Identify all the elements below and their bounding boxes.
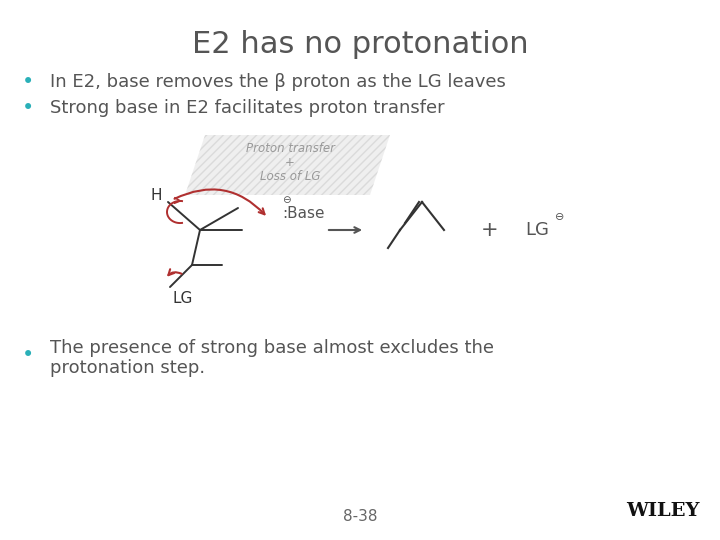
Text: Strong base in E2 facilitates proton transfer: Strong base in E2 facilitates proton tra… — [50, 99, 445, 117]
Text: •: • — [22, 72, 34, 92]
Text: In E2, base removes the β proton as the LG leaves: In E2, base removes the β proton as the … — [50, 73, 506, 91]
Text: •: • — [22, 98, 34, 118]
Polygon shape — [185, 135, 390, 195]
Text: LG: LG — [525, 221, 549, 239]
Text: •: • — [22, 345, 34, 365]
Text: WILEY: WILEY — [626, 502, 700, 520]
Text: LG: LG — [172, 291, 192, 306]
Text: The presence of strong base almost excludes the: The presence of strong base almost exclu… — [50, 339, 494, 357]
Text: Proton transfer: Proton transfer — [246, 141, 335, 154]
Text: +: + — [285, 156, 295, 168]
Text: H: H — [150, 187, 162, 202]
Text: +: + — [481, 220, 499, 240]
Text: :Base: :Base — [282, 206, 325, 221]
Text: ⊖: ⊖ — [282, 195, 290, 205]
Text: 8-38: 8-38 — [343, 509, 377, 524]
Text: ⊖: ⊖ — [555, 212, 564, 222]
Text: E2 has no protonation: E2 has no protonation — [192, 30, 528, 59]
Text: Loss of LG: Loss of LG — [260, 170, 320, 183]
Text: protonation step.: protonation step. — [50, 359, 205, 377]
